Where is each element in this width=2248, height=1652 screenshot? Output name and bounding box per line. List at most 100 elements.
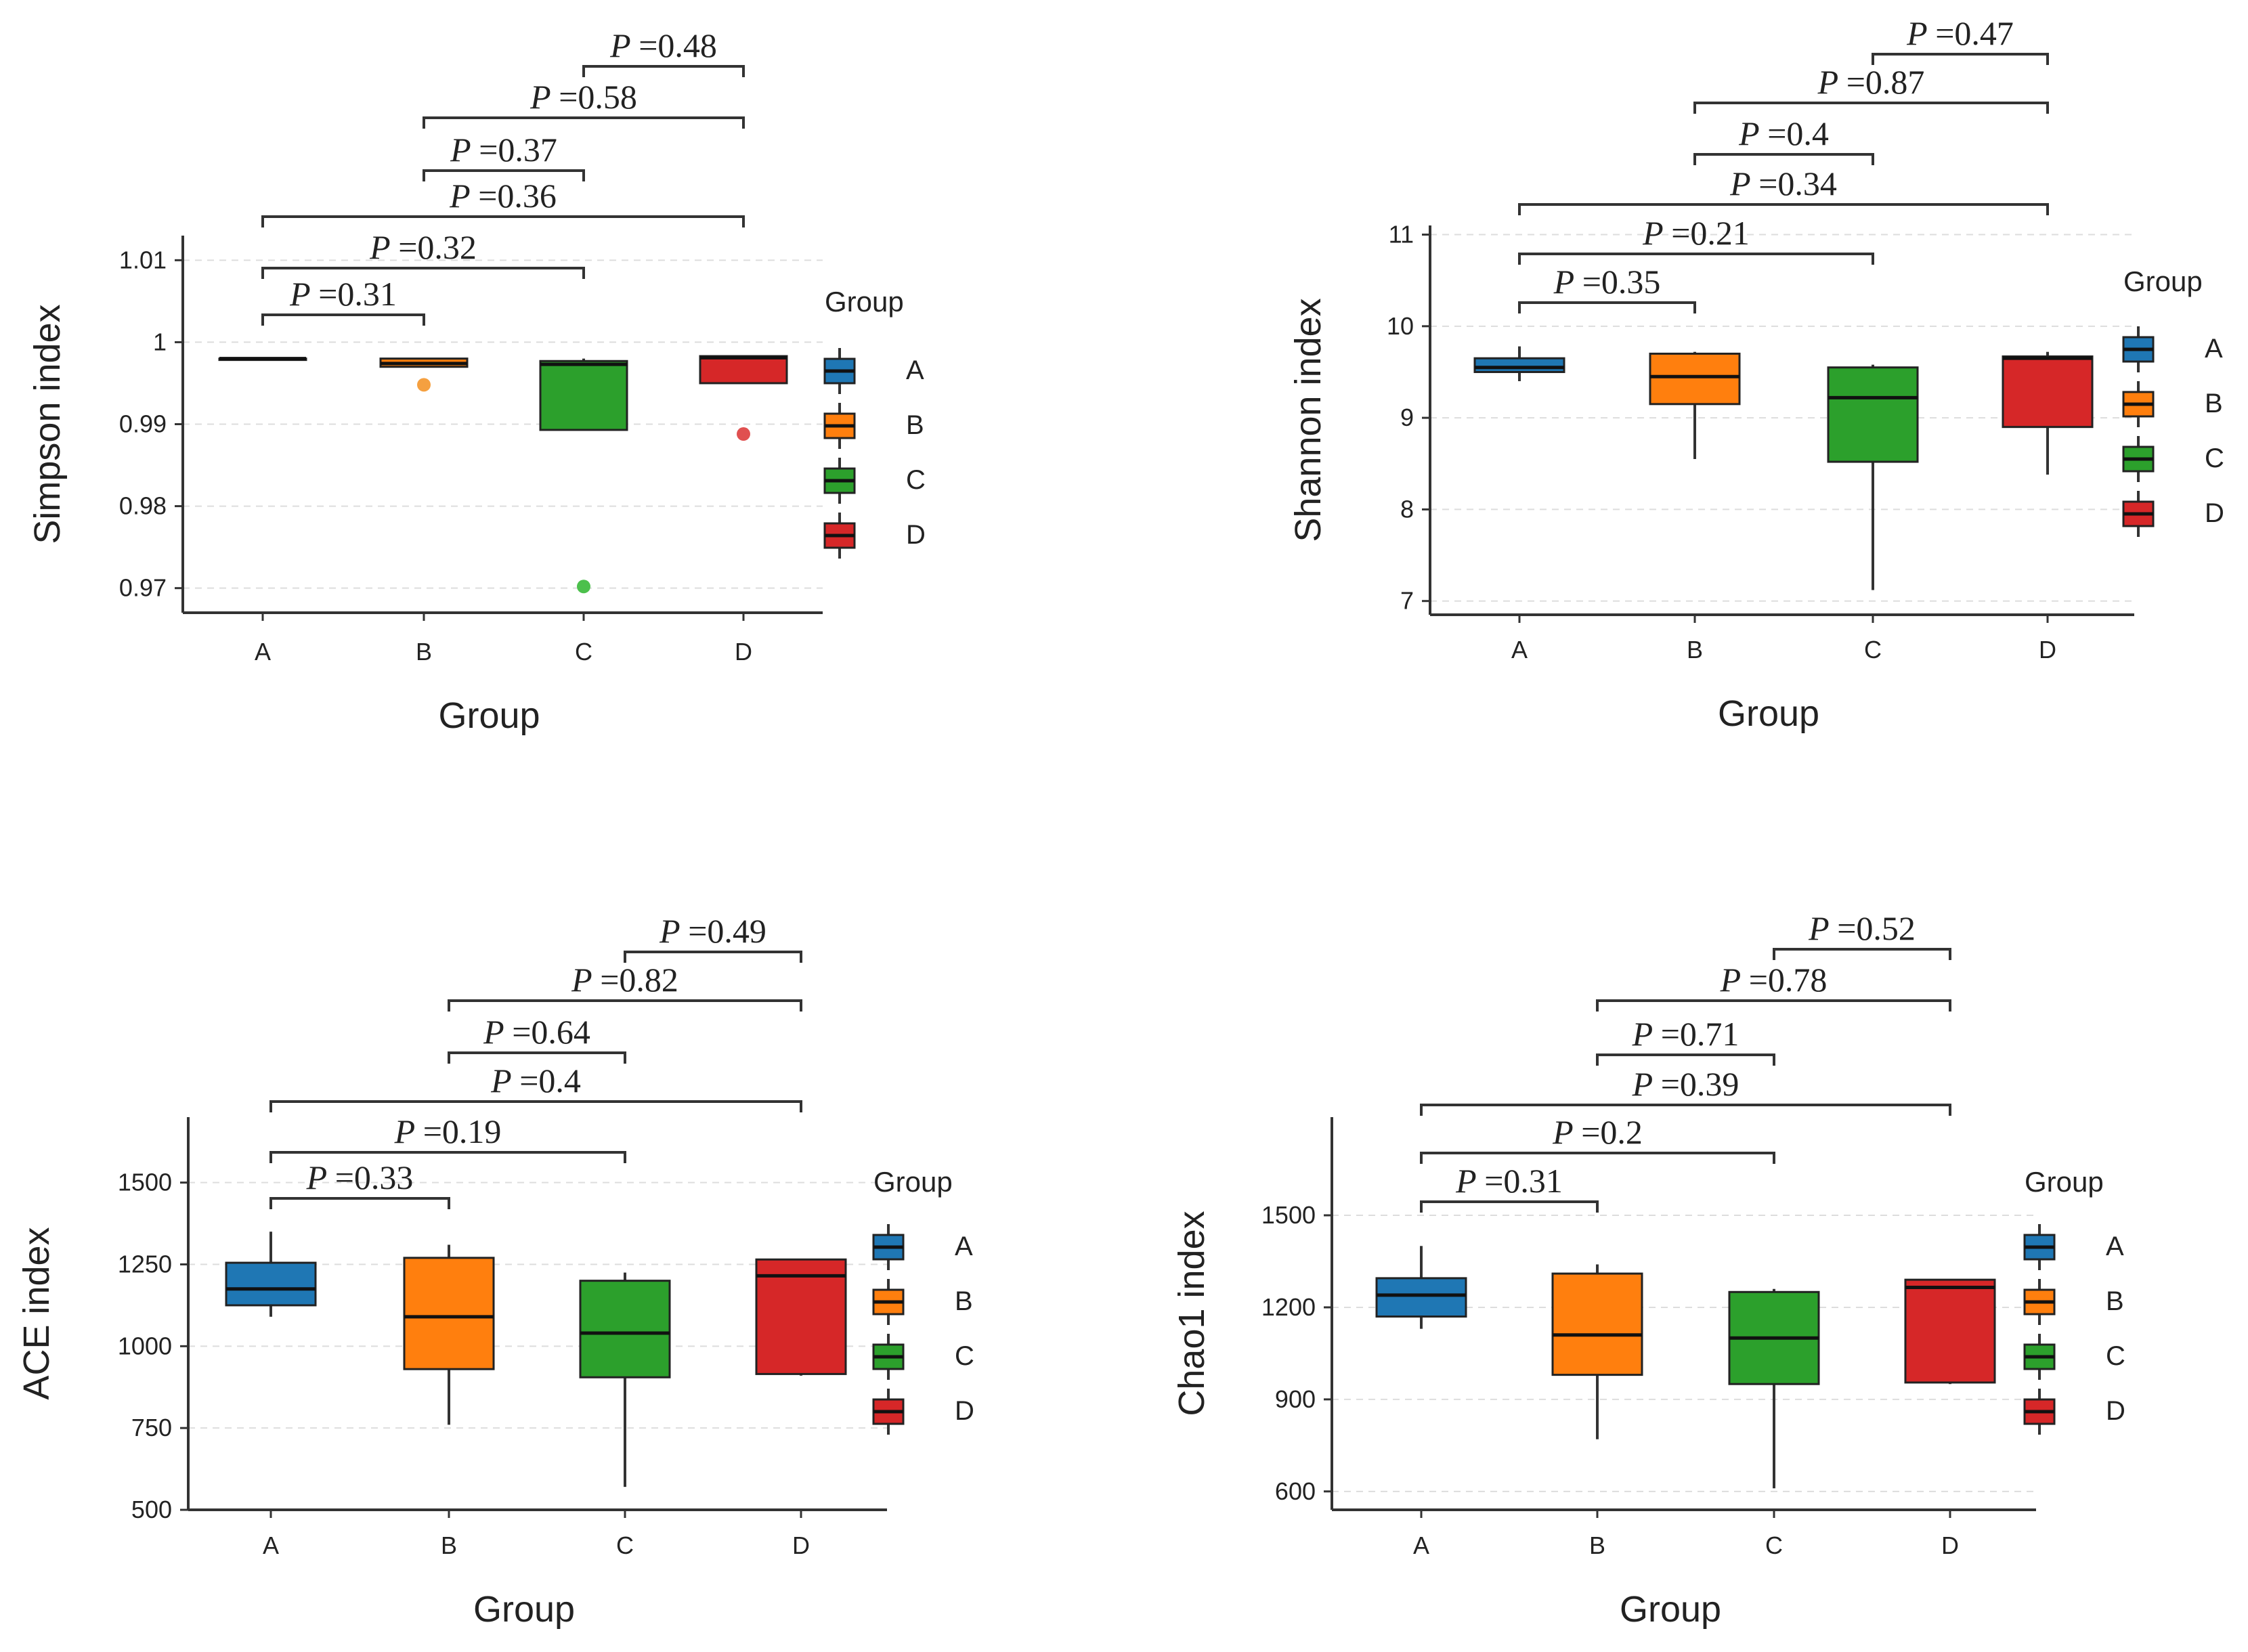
p-symbol: P xyxy=(529,78,559,116)
box-body xyxy=(1649,352,1741,406)
comparison-C-D: P =0.49 xyxy=(624,912,802,963)
legend-key-A xyxy=(872,1224,905,1270)
p-value: =0.82 xyxy=(600,961,678,999)
outlier-point xyxy=(577,580,590,594)
legend-label: B xyxy=(955,1286,973,1316)
y-tick-label: 9 xyxy=(1400,404,1414,431)
box-D xyxy=(699,355,788,441)
legend-key-B xyxy=(872,1279,905,1325)
comparison-A-D: P =0.36 xyxy=(261,177,745,227)
p-value: =0.78 xyxy=(1749,961,1828,999)
comparison-A-B: P =0.35 xyxy=(1518,263,1696,313)
p-value: =0.33 xyxy=(335,1158,414,1196)
x-tick-label: C xyxy=(616,1531,634,1559)
p-value-label: P =0.58 xyxy=(529,78,637,116)
p-value-label: P =0.4 xyxy=(1738,114,1829,152)
box-A xyxy=(1375,1246,1467,1329)
p-value: =0.37 xyxy=(479,131,557,169)
comparison-A-B: P =0.31 xyxy=(261,275,425,326)
outlier-point xyxy=(737,427,750,441)
p-value: =0.47 xyxy=(1935,14,2014,52)
comparison-B-C: P =0.64 xyxy=(448,1013,626,1064)
y-tick-label: 8 xyxy=(1400,495,1414,523)
p-value: =0.71 xyxy=(1661,1015,1739,1053)
p-symbol: P xyxy=(490,1062,519,1100)
p-value-label: P =0.71 xyxy=(1632,1015,1739,1053)
p-value: =0.4 xyxy=(1767,114,1829,152)
p-symbol: P xyxy=(571,961,600,999)
comparison-B-D: P =0.58 xyxy=(423,78,745,129)
box-body xyxy=(403,1257,495,1370)
p-value: =0.2 xyxy=(1581,1113,1643,1151)
legend-label: A xyxy=(906,355,924,385)
box-D xyxy=(2002,351,2094,475)
p-symbol: P xyxy=(306,1158,335,1196)
bracket-line xyxy=(1693,153,1874,165)
comparison-B-D: P =0.78 xyxy=(1596,961,1951,1012)
y-tick-label: 11 xyxy=(1389,221,1414,248)
legend-label: B xyxy=(906,410,924,440)
x-tick-label: C xyxy=(1864,636,1882,664)
bracket-line xyxy=(423,169,585,181)
bracket-line xyxy=(1872,53,2049,65)
bracket-line xyxy=(423,116,745,129)
box-body xyxy=(1827,366,1919,463)
p-symbol: P xyxy=(394,1112,423,1150)
p-value-label: P =0.47 xyxy=(1906,14,2014,52)
box-B xyxy=(403,1244,495,1425)
p-value-label: P =0.87 xyxy=(1817,63,1925,101)
x-axis-title: Group xyxy=(1718,693,1819,734)
legend-label: B xyxy=(2106,1286,2124,1316)
legend-key-A xyxy=(823,348,856,394)
x-tick-label: A xyxy=(1413,1531,1429,1559)
comparison-A-C: P =0.32 xyxy=(261,228,585,279)
comparison-A-D: P =0.34 xyxy=(1518,165,2049,215)
p-symbol: P xyxy=(1552,1113,1581,1151)
legend-key-D xyxy=(823,513,856,559)
p-value-label: P =0.19 xyxy=(394,1112,502,1150)
bracket-line xyxy=(1518,301,1696,313)
x-tick-label: B xyxy=(416,638,432,666)
y-axis-title: Shannon index xyxy=(1288,298,1328,542)
x-tick-label: B xyxy=(1589,1531,1605,1559)
y-tick-label: 1250 xyxy=(118,1251,172,1278)
p-value: =0.48 xyxy=(639,26,717,64)
p-symbol: P xyxy=(483,1013,512,1051)
y-tick-label: 900 xyxy=(1275,1385,1316,1413)
box-body xyxy=(1904,1278,1996,1384)
box-B xyxy=(1551,1264,1643,1439)
box-A xyxy=(1473,346,1565,381)
legend-key-B xyxy=(823,403,856,449)
box-body xyxy=(539,360,628,431)
p-value: =0.32 xyxy=(398,228,477,266)
p-value: =0.58 xyxy=(559,78,637,116)
y-tick-label: 10 xyxy=(1387,312,1414,340)
comparison-C-D: P =0.47 xyxy=(1872,14,2049,65)
legend-title: Group xyxy=(825,286,904,318)
comparison-B-D: P =0.87 xyxy=(1693,63,2049,114)
p-value-label: P =0.2 xyxy=(1552,1113,1643,1151)
comparison-B-C: P =0.37 xyxy=(423,131,585,181)
bracket-line xyxy=(582,65,745,77)
x-tick-label: A xyxy=(255,638,271,666)
x-tick-label: D xyxy=(1941,1531,1959,1559)
bracket-line xyxy=(1420,1152,1775,1164)
box-body xyxy=(2002,355,2094,429)
legend-key-B xyxy=(2122,381,2155,427)
box-body xyxy=(755,1258,847,1375)
legend-key-A xyxy=(2122,326,2155,372)
p-value-label: P =0.21 xyxy=(1642,214,1750,252)
box-body xyxy=(1375,1277,1467,1318)
comparison-A-B: P =0.33 xyxy=(269,1158,450,1209)
bracket-line xyxy=(261,215,745,227)
p-value: =0.87 xyxy=(1846,63,1925,101)
legend-label: B xyxy=(2205,389,2223,418)
bracket-line xyxy=(1596,999,1951,1012)
box-C xyxy=(1728,1288,1820,1489)
bracket-line xyxy=(269,1197,450,1209)
bracket-line xyxy=(1420,1200,1599,1213)
legend-key-C xyxy=(823,458,856,504)
